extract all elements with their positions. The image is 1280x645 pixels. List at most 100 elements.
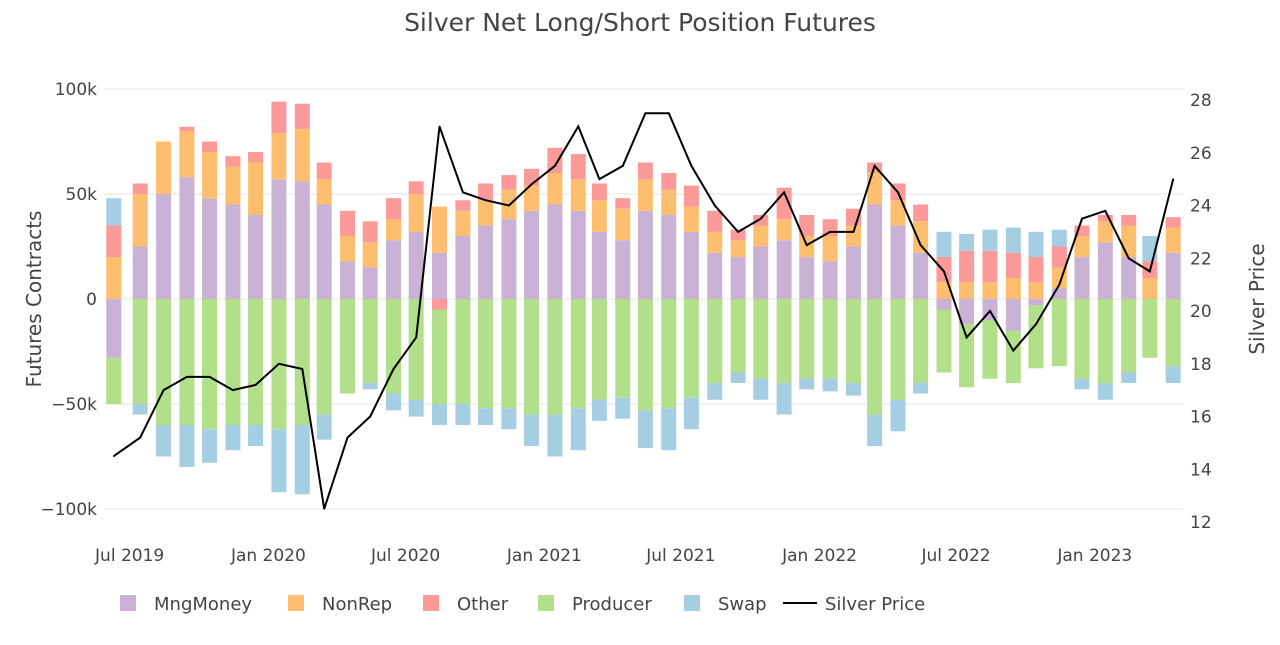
bar-swap bbox=[822, 378, 838, 392]
chart-title: Silver Net Long/Short Position Futures bbox=[404, 8, 876, 37]
bar-swap bbox=[156, 425, 172, 457]
y-axis-title: Futures Contracts bbox=[22, 211, 46, 388]
bar-other bbox=[271, 101, 287, 134]
bar-mngmoney bbox=[959, 299, 975, 325]
bar-mngmoney bbox=[386, 240, 402, 299]
bar-other bbox=[982, 250, 998, 283]
bar-mngmoney bbox=[478, 225, 494, 299]
silver-price-point bbox=[1127, 257, 1130, 260]
silver-price-point bbox=[1081, 217, 1083, 220]
legend-label: MngMoney bbox=[154, 594, 252, 615]
bar-producer bbox=[867, 299, 883, 415]
bar-other bbox=[913, 204, 929, 222]
bar-producer bbox=[179, 299, 195, 425]
bar-producer bbox=[362, 299, 378, 383]
silver-price-point bbox=[232, 389, 234, 391]
bar-nonrep bbox=[1142, 278, 1158, 299]
bar-other bbox=[432, 299, 448, 310]
bar-mngmoney bbox=[106, 299, 122, 358]
bar-nonrep bbox=[730, 240, 746, 257]
y2-tick-label: 22 bbox=[1190, 249, 1212, 269]
bar-swap bbox=[294, 425, 310, 495]
bar-mngmoney bbox=[501, 219, 517, 299]
bar-nonrep bbox=[316, 179, 332, 205]
bar-mngmoney bbox=[591, 231, 607, 299]
silver-price-point bbox=[897, 191, 899, 194]
bar-other bbox=[547, 147, 563, 173]
y-tick-label: 50k bbox=[66, 185, 98, 205]
bar-mngmoney bbox=[132, 246, 148, 299]
bar-swap bbox=[362, 383, 378, 390]
silver-price-point bbox=[484, 199, 487, 202]
bar-swap bbox=[913, 383, 929, 394]
bar-mngmoney bbox=[1028, 299, 1044, 306]
silver-price-point bbox=[392, 368, 395, 370]
bar-mngmoney bbox=[156, 194, 172, 299]
silver-price-point bbox=[530, 183, 533, 186]
bar-mngmoney bbox=[432, 252, 448, 299]
legend-swatch-other bbox=[423, 595, 439, 611]
bar-nonrep bbox=[683, 206, 699, 232]
bar-nonrep bbox=[132, 194, 148, 247]
bar-swap bbox=[845, 383, 861, 396]
bar-producer bbox=[707, 299, 723, 383]
bar-mngmoney bbox=[637, 210, 653, 299]
bar-swap bbox=[501, 408, 517, 430]
bar-mngmoney bbox=[179, 177, 195, 299]
bar-producer bbox=[202, 299, 218, 430]
bar-mngmoney bbox=[570, 210, 586, 299]
y-tick-label: −100k bbox=[40, 500, 97, 520]
y2-tick-label: 14 bbox=[1190, 460, 1212, 480]
bar-swap bbox=[683, 397, 699, 430]
bar-other bbox=[1074, 225, 1090, 236]
bar-swap bbox=[271, 429, 287, 493]
bar-nonrep bbox=[225, 166, 241, 205]
bar-swap bbox=[432, 404, 448, 425]
x-tick-label: Jul 2020 bbox=[370, 546, 440, 566]
y2-tick-label: 24 bbox=[1190, 197, 1212, 217]
bar-other bbox=[362, 221, 378, 243]
y2-tick-label: 26 bbox=[1190, 144, 1212, 164]
bar-nonrep bbox=[294, 128, 310, 182]
bar-other bbox=[730, 229, 746, 241]
bar-mngmoney bbox=[615, 240, 631, 299]
bar-producer bbox=[1142, 299, 1158, 358]
bar-nonrep bbox=[936, 282, 952, 299]
bar-producer bbox=[1005, 330, 1021, 383]
bar-producer bbox=[890, 299, 906, 400]
silver-price-point bbox=[1172, 178, 1174, 180]
bar-swap bbox=[730, 372, 746, 383]
bar-other bbox=[1005, 252, 1021, 278]
silver-price-point bbox=[415, 336, 417, 339]
bar-other bbox=[822, 219, 838, 236]
bar-swap bbox=[202, 429, 218, 463]
bar-other bbox=[132, 183, 148, 194]
bar-mngmoney bbox=[225, 204, 241, 299]
bar-nonrep bbox=[867, 173, 883, 205]
bar-swap bbox=[637, 410, 653, 449]
y-axis-right: 28 26 24 22 20 18 16 14 12 bbox=[1190, 91, 1212, 533]
bar-swap bbox=[316, 414, 332, 440]
bar-other bbox=[316, 162, 332, 180]
bar-producer bbox=[225, 299, 241, 425]
bar-swap bbox=[959, 233, 975, 251]
silver-price-point bbox=[943, 270, 945, 273]
bar-producer bbox=[776, 299, 792, 383]
bar-swap bbox=[106, 198, 122, 226]
bar-swap bbox=[455, 404, 471, 425]
bar-nonrep bbox=[822, 236, 838, 262]
silver-price-point bbox=[598, 178, 601, 180]
bar-swap bbox=[1074, 378, 1090, 390]
bar-producer bbox=[432, 309, 448, 404]
bar-nonrep bbox=[202, 152, 218, 199]
bar-mngmoney bbox=[408, 231, 424, 299]
bar-other bbox=[753, 215, 769, 226]
bar-other bbox=[570, 154, 586, 180]
silver-price-point bbox=[323, 508, 325, 510]
silver-price-point bbox=[965, 336, 968, 339]
silver-price-point bbox=[690, 165, 693, 167]
x-tick-label: Jul 2019 bbox=[94, 546, 164, 566]
silver-price-point bbox=[508, 204, 510, 207]
x-tick-label: Jan 2023 bbox=[1056, 546, 1132, 566]
silver-price-point bbox=[186, 376, 188, 378]
